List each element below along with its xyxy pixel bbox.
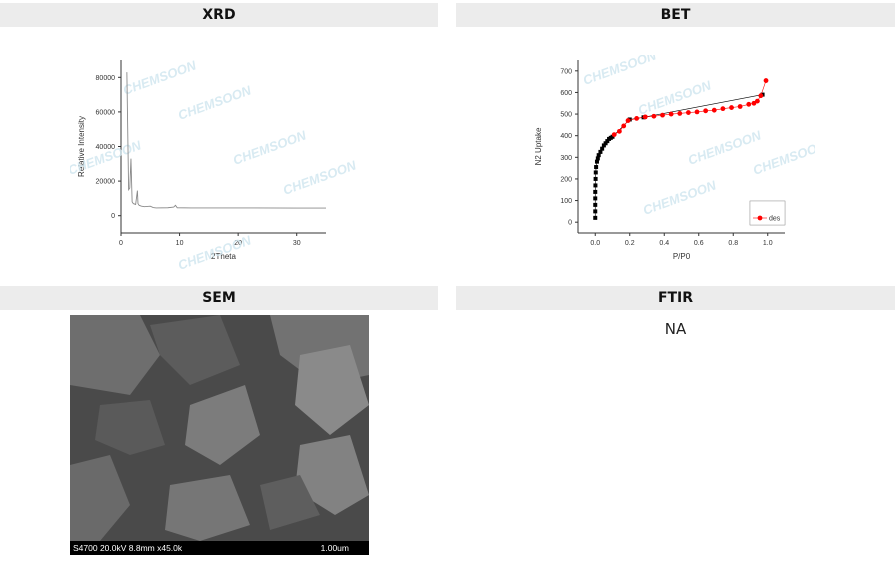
section-header-ftir: FTIR <box>456 286 895 310</box>
data-point-ads <box>593 176 598 181</box>
watermark: CHEMSOON <box>176 82 254 122</box>
bet-chart: 0.0 0.2 0.4 0.6 0.8 1.0 0 100 200 300 400 500 600 700… <box>534 55 815 261</box>
section-header-bet: BET <box>456 3 895 27</box>
y-tick-label: 400 <box>560 133 572 140</box>
legend-marker-des <box>757 215 763 221</box>
y-axis-label: N2 Uptake <box>534 127 543 165</box>
xrd-series-line <box>126 72 326 209</box>
data-point-ads <box>605 139 610 144</box>
ftir-value: NA <box>664 320 687 338</box>
x-tick-label: 0.0 <box>590 240 600 247</box>
data-point-des <box>694 109 700 115</box>
section-header-sem: SEM <box>0 286 438 310</box>
sem-scale-label: 1.00um <box>320 543 349 553</box>
data-point-des <box>677 111 683 116</box>
sem-micrograph <box>70 315 369 541</box>
y-tick-label: 700 <box>560 68 572 75</box>
xrd-chart: 0 10 20 30 0 20000 40000 60000 80000 2Theta Relati… <box>70 57 359 270</box>
data-point-ads <box>610 134 615 139</box>
x-tick-label: 20 <box>234 240 242 247</box>
data-point-des <box>611 132 617 138</box>
data-point-ads <box>601 143 606 148</box>
data-point-des <box>660 112 665 118</box>
y-tick-label: 80000 <box>96 75 116 82</box>
data-point-ads <box>593 196 598 201</box>
watermark: CHEMSOON <box>686 127 764 167</box>
data-point-ads <box>596 153 601 158</box>
x-axis-label: 2Theta <box>211 252 236 261</box>
data-point-ads <box>603 141 608 146</box>
y-tick-label: 300 <box>560 155 572 162</box>
data-point-ads <box>600 146 605 151</box>
x-tick-label: 0 <box>119 240 123 247</box>
data-point-des <box>729 105 734 110</box>
watermark: CHEMSOON <box>636 77 714 117</box>
legend-box <box>749 200 786 226</box>
y-tick-label: 60000 <box>96 109 116 116</box>
x-tick-label: 1.0 <box>763 240 773 247</box>
x-tick-label: 10 <box>176 240 184 247</box>
data-point-des <box>737 104 743 109</box>
sem-caption-bar: S4700 20.0kV 8.8mm x45.0k 1.00um <box>70 541 369 555</box>
data-point-des <box>720 106 726 112</box>
x-axis-label: P/P0 <box>673 252 691 261</box>
data-point-des <box>755 98 760 104</box>
legend-label-des: des <box>769 216 781 223</box>
watermark: CHEMSOON <box>641 177 719 217</box>
series-line-des <box>614 80 767 135</box>
data-point-ads <box>594 165 599 170</box>
data-point-ads <box>595 156 600 161</box>
sem-image: S4700 20.0kV 8.8mm x45.0k 1.00um <box>70 315 369 555</box>
data-point-ads <box>593 202 598 207</box>
section-header-xrd: XRD <box>0 3 438 27</box>
data-point-des <box>642 114 648 120</box>
y-tick-label: 40000 <box>96 144 116 151</box>
data-point-des <box>711 107 717 113</box>
x-tick-label: 0.6 <box>694 240 704 247</box>
y-tick-label: 20000 <box>96 179 116 186</box>
data-point-des <box>617 128 622 134</box>
data-point-des <box>621 123 627 129</box>
sem-caption-params: S4700 20.0kV 8.8mm x45.0k <box>73 543 183 553</box>
watermark: CHEMSOON <box>176 232 254 270</box>
x-tick-label: 0.8 <box>728 240 738 247</box>
y-tick-label: 0 <box>568 220 572 227</box>
y-tick-label: 600 <box>560 90 572 97</box>
data-point-des <box>746 101 752 107</box>
x-tick-label: 0.2 <box>625 240 635 247</box>
data-point-ads <box>593 209 598 214</box>
data-point-des <box>763 78 769 83</box>
y-tick-label: 100 <box>560 198 572 205</box>
y-tick-label: 200 <box>560 176 572 183</box>
data-point-ads <box>594 159 599 164</box>
data-point-des <box>634 115 640 121</box>
data-point-des <box>751 100 757 106</box>
watermark: CHEMSOON <box>751 137 815 177</box>
x-tick-label: 0.4 <box>659 240 669 247</box>
data-point-des <box>651 113 657 119</box>
data-point-des <box>703 108 709 114</box>
y-tick-label: 0 <box>111 213 115 220</box>
data-point-des <box>625 118 631 123</box>
data-point-des <box>686 110 691 115</box>
x-tick-label: 30 <box>293 240 301 247</box>
watermark: CHEMSOON <box>231 127 309 167</box>
data-point-des <box>758 93 764 99</box>
data-point-des <box>668 111 674 117</box>
y-tick-label: 500 <box>560 112 572 119</box>
data-point-ads <box>593 215 598 220</box>
watermark: CHEMSOON <box>281 157 359 197</box>
data-point-ads <box>593 170 598 175</box>
data-point-ads <box>593 189 598 194</box>
data-point-ads <box>598 149 603 154</box>
y-axis-label: Relative Intensity <box>77 116 86 177</box>
data-point-ads <box>593 183 598 188</box>
watermark: CHEMSOON <box>581 55 659 88</box>
watermark: CHEMSOON <box>121 57 199 97</box>
